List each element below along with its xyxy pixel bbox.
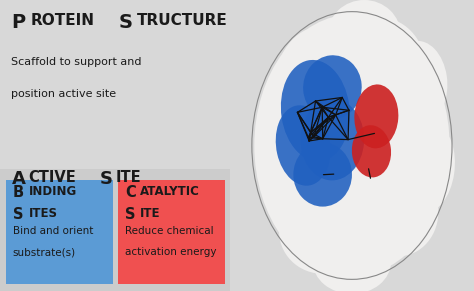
Text: Bind and orient: Bind and orient — [13, 226, 93, 235]
Text: CTIVE: CTIVE — [29, 170, 76, 185]
FancyBboxPatch shape — [118, 180, 225, 284]
FancyBboxPatch shape — [0, 0, 230, 169]
Ellipse shape — [393, 41, 447, 122]
Text: ROTEIN: ROTEIN — [31, 13, 95, 28]
Text: substrate(s): substrate(s) — [13, 247, 76, 257]
Text: activation energy: activation energy — [125, 247, 217, 257]
Text: ITE: ITE — [140, 207, 161, 220]
Text: INDING: INDING — [29, 185, 77, 198]
Text: TRUCTURE: TRUCTURE — [137, 13, 228, 28]
Ellipse shape — [276, 26, 369, 137]
FancyBboxPatch shape — [6, 180, 113, 284]
Ellipse shape — [303, 55, 362, 119]
Text: ITES: ITES — [29, 207, 58, 220]
Text: S: S — [125, 207, 136, 222]
Ellipse shape — [281, 60, 350, 161]
Ellipse shape — [256, 99, 325, 221]
Ellipse shape — [276, 105, 330, 186]
Ellipse shape — [293, 143, 352, 207]
FancyBboxPatch shape — [0, 169, 230, 291]
Text: B: B — [13, 185, 24, 200]
Text: Reduce chemical: Reduce chemical — [125, 226, 214, 235]
Text: S: S — [13, 207, 23, 222]
Text: S: S — [100, 170, 113, 188]
Ellipse shape — [355, 84, 398, 148]
Ellipse shape — [266, 51, 340, 153]
Ellipse shape — [279, 180, 376, 274]
Ellipse shape — [367, 74, 444, 188]
Text: Scaffold to support and: Scaffold to support and — [11, 57, 142, 67]
Text: ATALYTIC: ATALYTIC — [140, 185, 200, 198]
Text: position active site: position active site — [11, 89, 117, 99]
Ellipse shape — [352, 125, 391, 178]
Text: P: P — [11, 13, 26, 32]
Ellipse shape — [254, 15, 449, 276]
Text: S: S — [118, 13, 132, 32]
Text: A: A — [11, 170, 26, 188]
Ellipse shape — [313, 230, 391, 291]
Text: C: C — [125, 185, 136, 200]
Ellipse shape — [328, 0, 401, 70]
Text: ITE: ITE — [116, 170, 142, 185]
Ellipse shape — [301, 99, 364, 180]
Ellipse shape — [337, 17, 425, 111]
Ellipse shape — [354, 163, 438, 256]
Ellipse shape — [405, 125, 455, 212]
